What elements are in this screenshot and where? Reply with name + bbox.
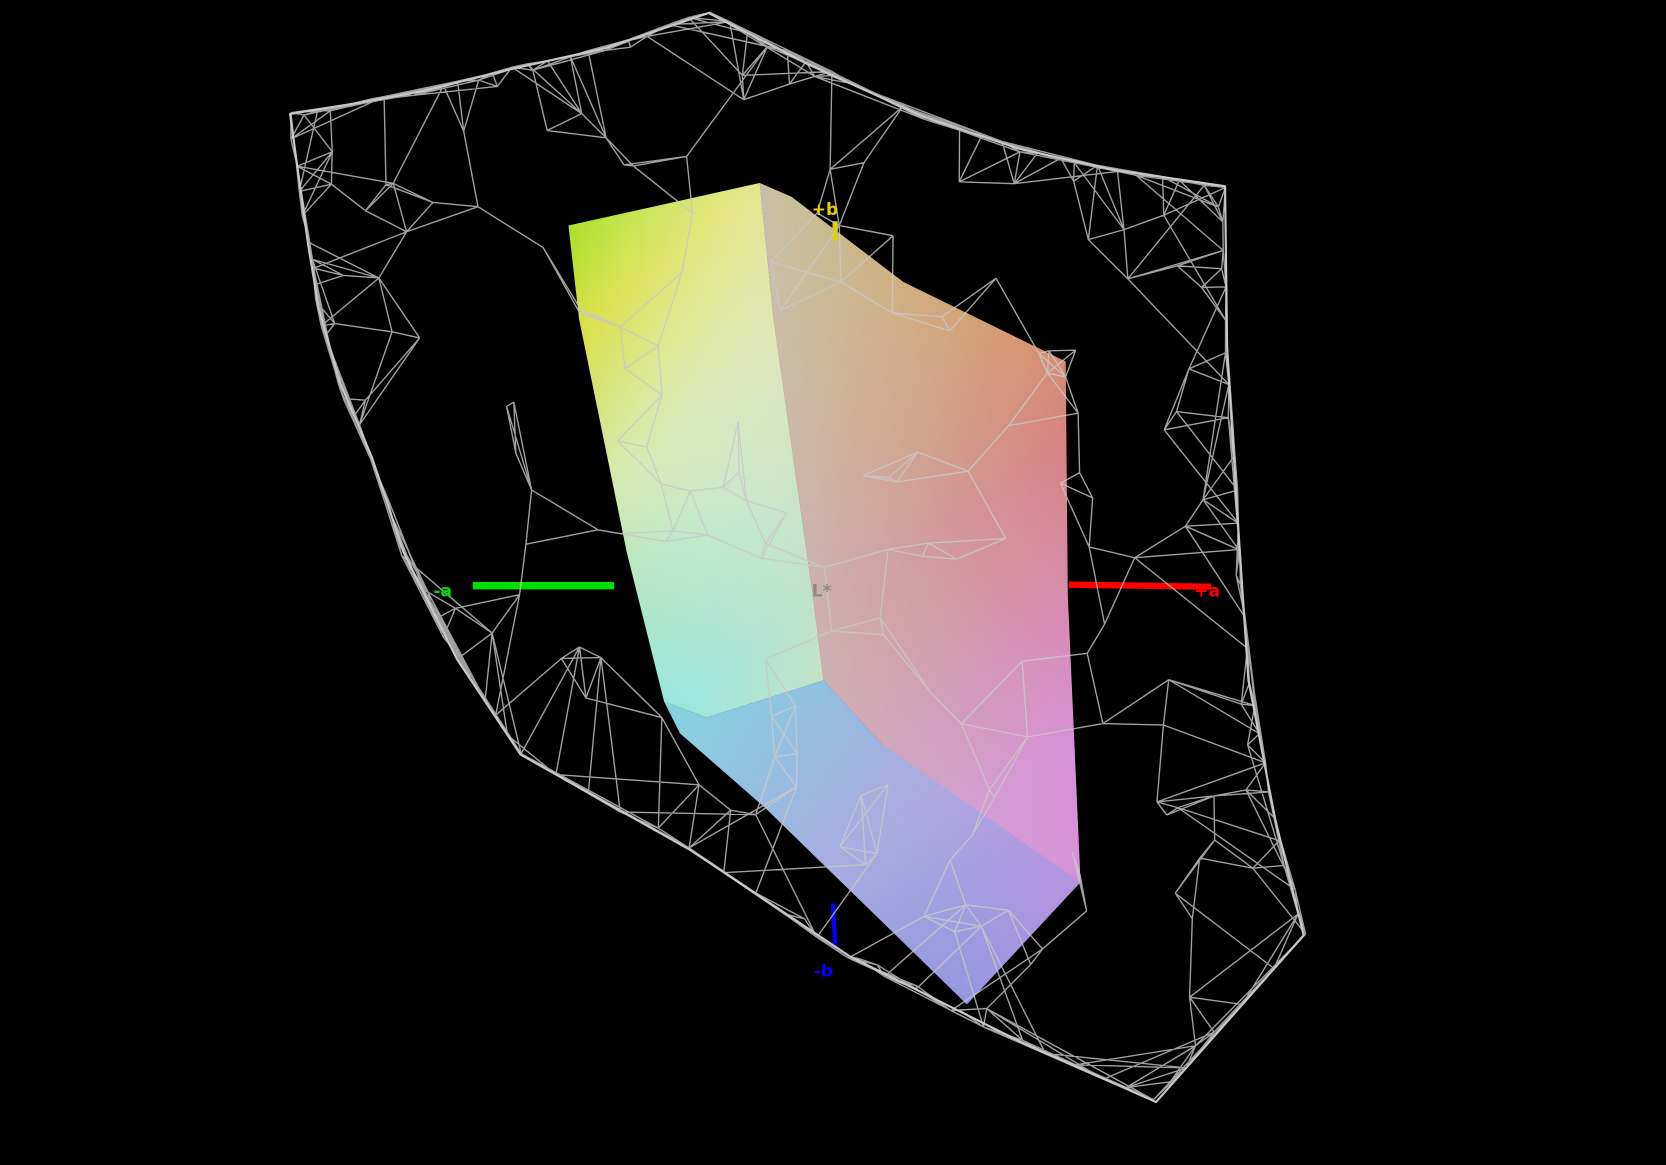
- comparison-gamut-wireframe: [289, 11, 1307, 1104]
- axis-label-lightness: L*: [812, 581, 832, 601]
- axis-label-minus-a: -a: [434, 581, 453, 601]
- wireframe-edge: [290, 11, 1307, 1101]
- gamut-face-right-shade: [759, 183, 1081, 883]
- axis-label-plus-b: +b: [812, 200, 838, 220]
- axis-minus-b: [830, 903, 838, 946]
- axis-label-plus-a: +a: [1194, 581, 1220, 601]
- axis-plus-a: [1068, 581, 1212, 590]
- gamut-solid: [568, 183, 1081, 1005]
- gamut-face-bottom-shade: [664, 680, 1081, 1005]
- axis-label-minus-b: -b: [814, 962, 833, 982]
